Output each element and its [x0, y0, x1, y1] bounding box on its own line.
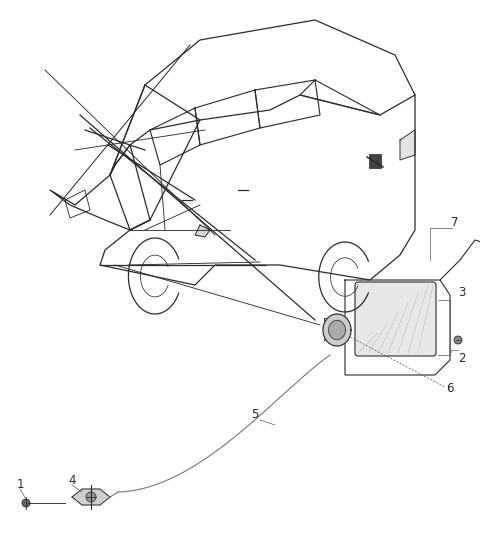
Polygon shape: [195, 225, 210, 237]
FancyBboxPatch shape: [355, 282, 436, 356]
Polygon shape: [400, 130, 415, 160]
Polygon shape: [323, 314, 351, 346]
Polygon shape: [72, 489, 110, 505]
Bar: [369, 154, 381, 168]
Circle shape: [22, 499, 30, 507]
Circle shape: [86, 492, 96, 502]
Text: 1: 1: [16, 478, 24, 491]
Text: 4: 4: [68, 473, 76, 486]
Circle shape: [454, 336, 462, 344]
Polygon shape: [329, 320, 346, 339]
Text: 5: 5: [252, 409, 259, 422]
Text: 2: 2: [458, 351, 466, 364]
Text: 6: 6: [446, 381, 454, 394]
Text: 3: 3: [458, 287, 466, 300]
Text: 7: 7: [451, 215, 459, 228]
